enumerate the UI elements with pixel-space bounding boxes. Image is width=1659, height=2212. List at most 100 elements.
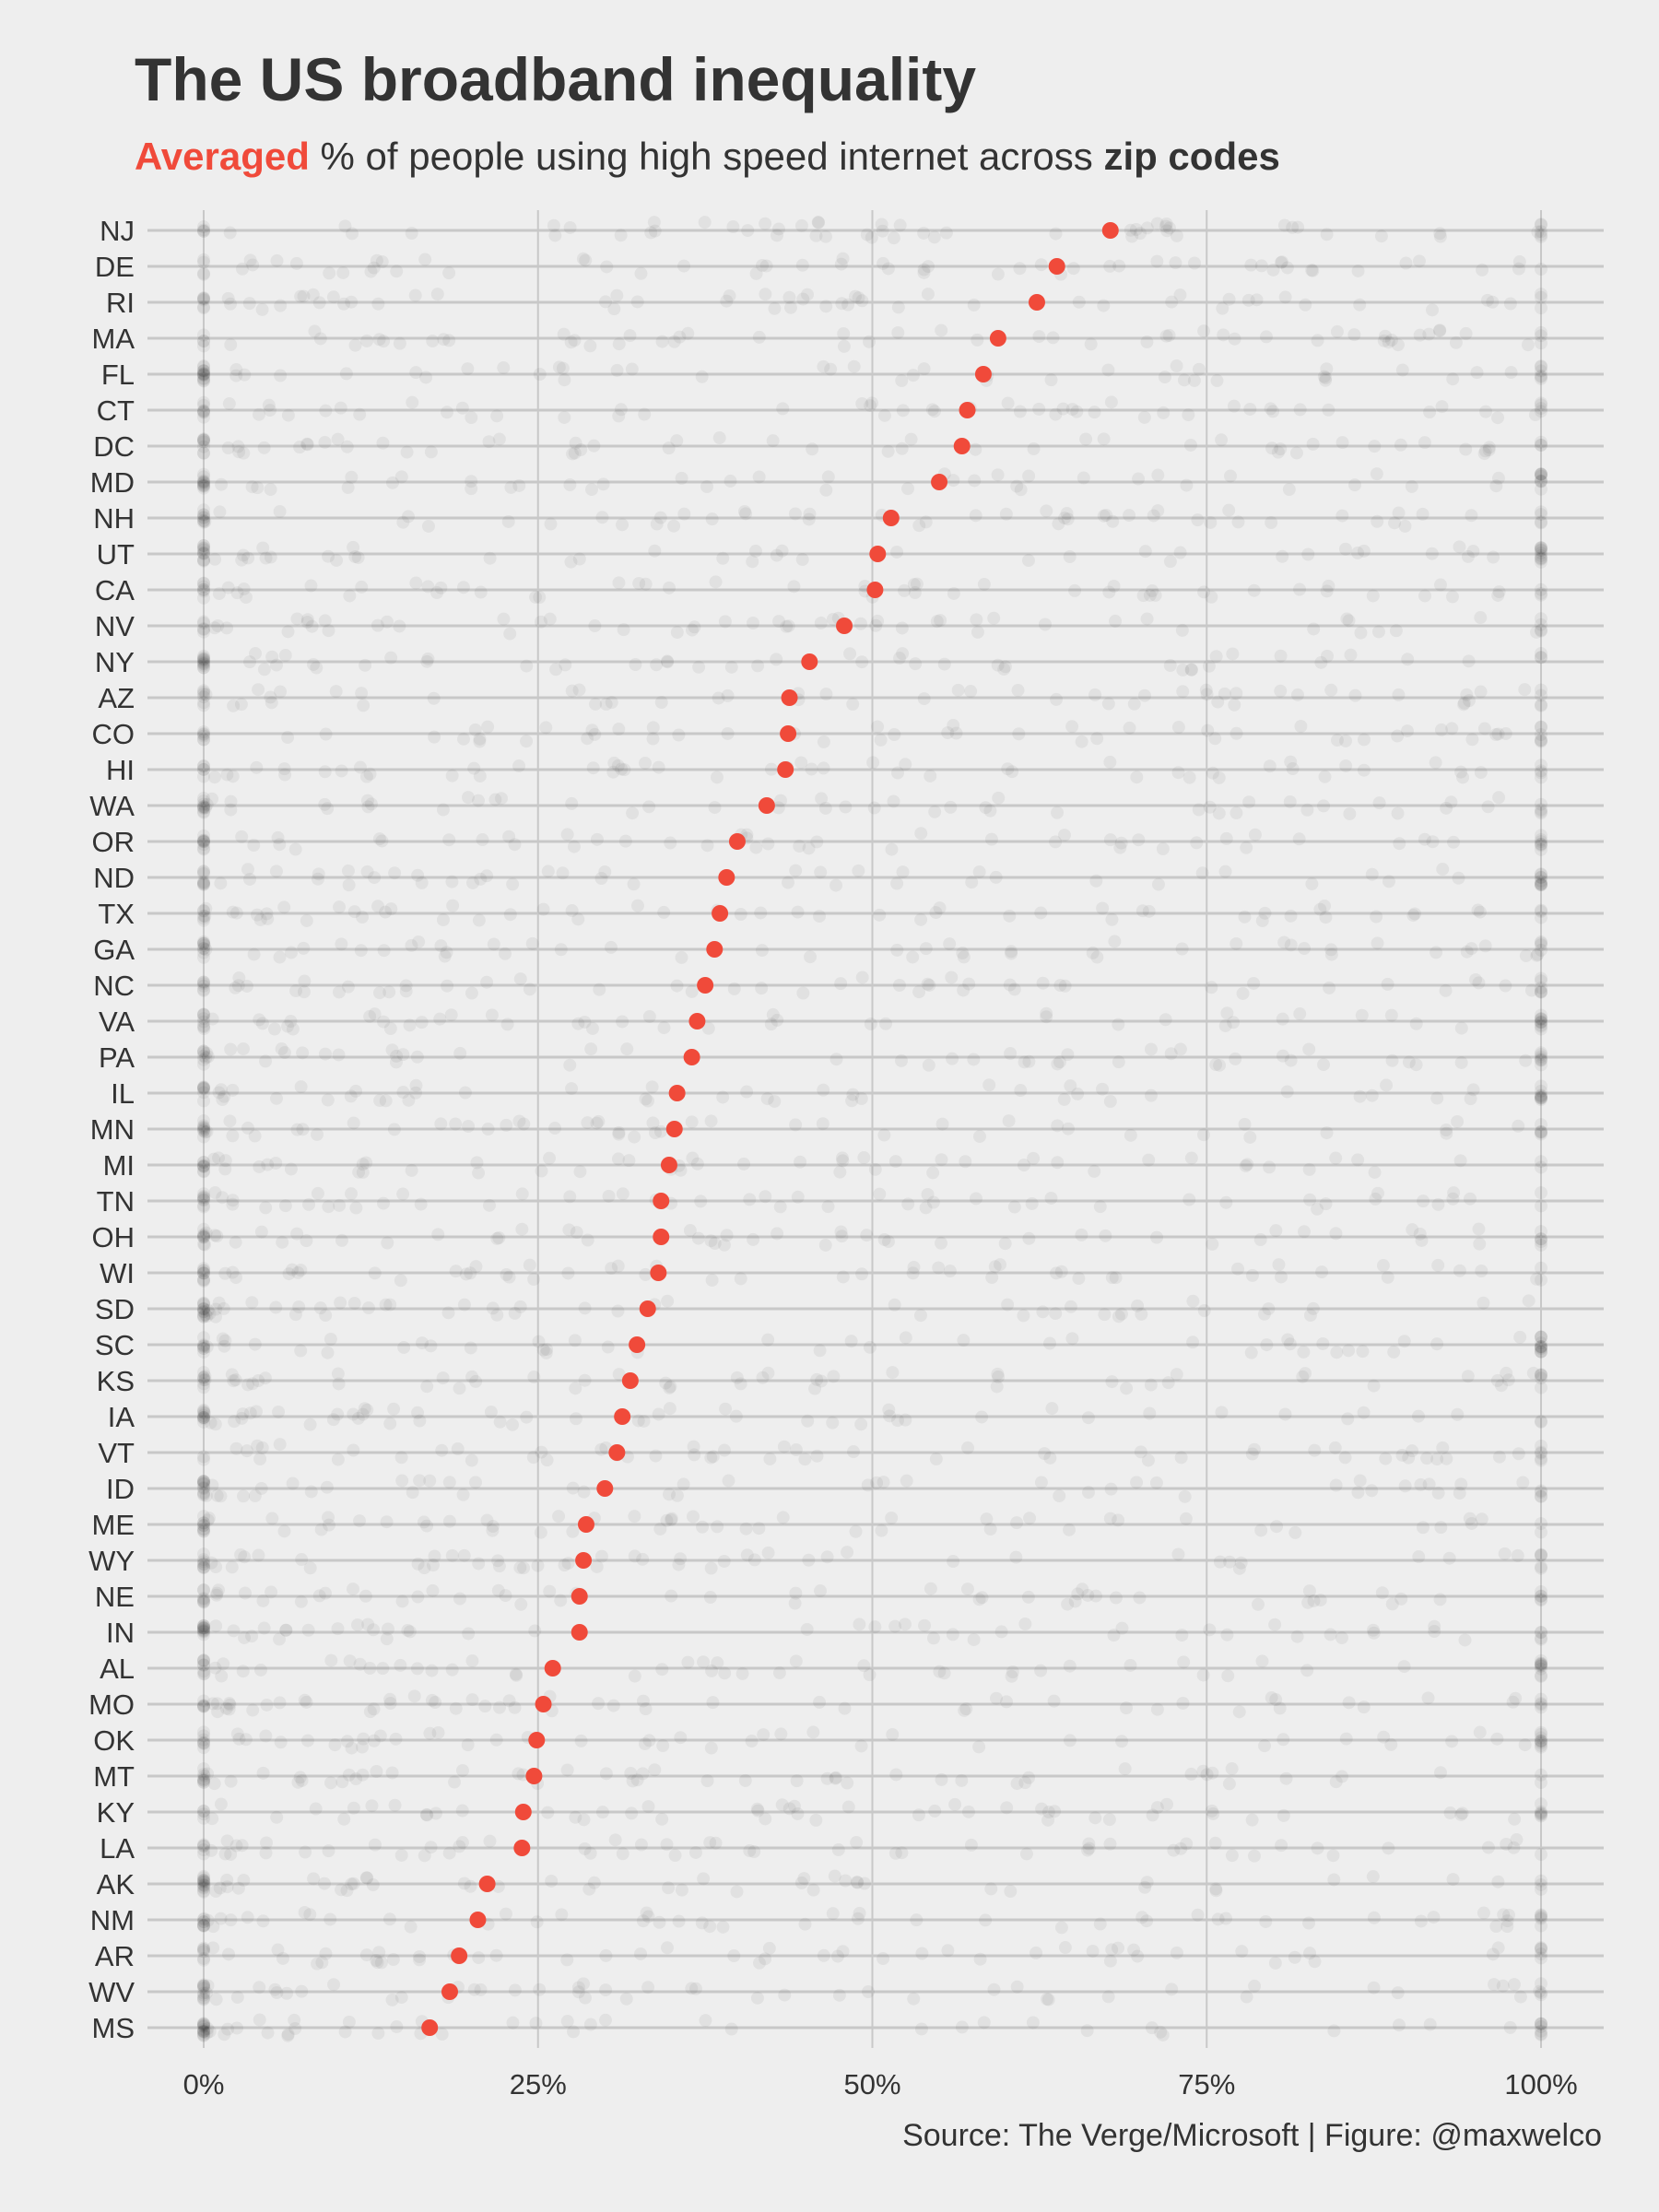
zipcode-point xyxy=(1282,483,1296,497)
zipcode-point xyxy=(273,1632,287,1646)
zipcode-point xyxy=(1535,833,1547,847)
zipcode-point xyxy=(441,979,454,993)
zipcode-point xyxy=(1082,1841,1096,1855)
zipcode-point xyxy=(294,1344,308,1358)
zipcode-point xyxy=(197,1624,210,1638)
zipcode-point xyxy=(1314,655,1328,669)
zipcode-point xyxy=(469,1260,483,1274)
zipcode-point xyxy=(1266,405,1280,418)
zipcode-point xyxy=(197,875,210,888)
zipcode-point xyxy=(197,1951,210,1965)
zipcode-point xyxy=(1535,618,1547,631)
zipcode-point xyxy=(442,833,456,847)
zipcode-point xyxy=(526,1451,540,1465)
zipcode-point xyxy=(1150,1801,1164,1815)
zipcode-point xyxy=(1535,1155,1547,1169)
zipcode-point xyxy=(925,403,939,417)
zipcode-point xyxy=(1184,1151,1198,1165)
zipcode-point xyxy=(1247,1442,1261,1456)
zipcode-point xyxy=(1118,1762,1132,1776)
zipcode-point xyxy=(1131,1949,1145,1963)
zipcode-point xyxy=(243,1406,257,1420)
zipcode-point xyxy=(647,216,661,229)
zipcode-point xyxy=(787,1799,801,1813)
zipcode-point xyxy=(1199,683,1213,697)
zipcode-point xyxy=(1370,910,1383,924)
state-average-point xyxy=(836,618,853,634)
zipcode-point xyxy=(1227,1016,1241,1030)
zipcode-point xyxy=(1477,447,1491,461)
zipcode-point xyxy=(841,298,855,312)
zipcode-point xyxy=(1535,1330,1547,1344)
zipcode-point xyxy=(197,622,210,636)
zipcode-point xyxy=(877,408,891,422)
zipcode-point xyxy=(1140,221,1154,235)
zipcode-point xyxy=(1535,870,1547,884)
zipcode-point xyxy=(201,2022,215,2036)
zipcode-point xyxy=(197,1729,210,1743)
zipcode-point xyxy=(337,1812,351,1826)
zipcode-point xyxy=(367,1702,381,1716)
zipcode-point xyxy=(197,293,210,307)
zipcode-point xyxy=(1203,800,1217,814)
zipcode-point xyxy=(1535,1452,1547,1465)
zipcode-point xyxy=(568,446,582,460)
zipcode-point xyxy=(253,1013,266,1027)
zipcode-point xyxy=(273,838,287,852)
zipcode-point xyxy=(309,1802,323,1816)
zipcode-point xyxy=(1535,698,1547,712)
zipcode-point xyxy=(752,470,766,484)
zipcode-point xyxy=(437,333,451,347)
zipcode-point xyxy=(837,327,851,341)
zipcode-point xyxy=(284,1162,298,1176)
zipcode-point xyxy=(499,1589,512,1603)
zipcode-point xyxy=(1535,218,1547,231)
zipcode-point xyxy=(291,1775,305,1789)
zipcode-point xyxy=(385,476,399,489)
zipcode-point xyxy=(197,440,210,453)
zipcode-point xyxy=(1076,1583,1089,1596)
zipcode-point xyxy=(404,1920,418,1934)
zipcode-point xyxy=(361,800,375,814)
zipcode-point xyxy=(235,1411,249,1425)
state-label: MN xyxy=(90,1113,135,1146)
zipcode-point xyxy=(983,1523,997,1536)
zipcode-point xyxy=(197,1274,210,1288)
zipcode-point xyxy=(381,1622,394,1636)
zipcode-point xyxy=(197,580,210,594)
zipcode-point xyxy=(1061,1048,1075,1062)
zipcode-point xyxy=(1041,1813,1055,1827)
zipcode-point xyxy=(197,800,210,814)
zipcode-point xyxy=(1428,1619,1441,1633)
state-label: MA xyxy=(92,323,135,355)
zipcode-point xyxy=(1401,724,1415,738)
zipcode-point xyxy=(332,985,346,999)
state-label: OR xyxy=(92,826,135,858)
zipcode-point xyxy=(420,1808,434,1822)
zipcode-point xyxy=(197,1020,210,1034)
zipcode-point xyxy=(1061,512,1075,526)
zipcode-point xyxy=(601,1340,615,1354)
zipcode-point xyxy=(506,2016,520,2030)
zipcode-point xyxy=(1384,1008,1398,1022)
zipcode-point xyxy=(387,1123,401,1136)
zipcode-point xyxy=(1165,295,1179,309)
zipcode-point xyxy=(382,1912,396,1926)
zipcode-point xyxy=(1490,1732,1504,1746)
zipcode-point xyxy=(1518,683,1532,697)
zipcode-point xyxy=(220,768,234,782)
zipcode-point xyxy=(590,1559,604,1573)
zipcode-point xyxy=(1413,1227,1427,1241)
state-average-point xyxy=(653,1229,670,1245)
zipcode-point xyxy=(1327,1873,1341,1887)
zipcode-point xyxy=(1222,503,1236,517)
zipcode-point xyxy=(1474,766,1488,780)
zipcode-point xyxy=(650,517,664,531)
zipcode-point xyxy=(1112,259,1126,273)
zipcode-point xyxy=(1173,288,1187,302)
zipcode-point xyxy=(197,1560,210,1574)
zipcode-point xyxy=(1064,1079,1077,1093)
state-average-point xyxy=(469,1912,487,1928)
zipcode-point xyxy=(1197,324,1211,338)
zipcode-point xyxy=(1065,403,1079,417)
